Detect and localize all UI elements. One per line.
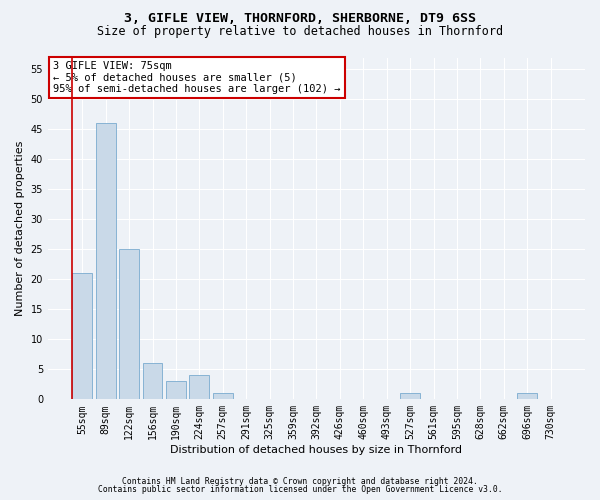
- Text: Contains public sector information licensed under the Open Government Licence v3: Contains public sector information licen…: [98, 485, 502, 494]
- Bar: [517, 394, 537, 400]
- X-axis label: Distribution of detached houses by size in Thornford: Distribution of detached houses by size …: [170, 445, 463, 455]
- Text: Contains HM Land Registry data © Crown copyright and database right 2024.: Contains HM Land Registry data © Crown c…: [122, 477, 478, 486]
- Bar: [166, 382, 186, 400]
- Bar: [143, 364, 163, 400]
- Y-axis label: Number of detached properties: Number of detached properties: [15, 140, 25, 316]
- Bar: [119, 250, 139, 400]
- Bar: [96, 124, 116, 400]
- Text: 3 GIFLE VIEW: 75sqm
← 5% of detached houses are smaller (5)
95% of semi-detached: 3 GIFLE VIEW: 75sqm ← 5% of detached hou…: [53, 61, 341, 94]
- Text: Size of property relative to detached houses in Thornford: Size of property relative to detached ho…: [97, 25, 503, 38]
- Text: 3, GIFLE VIEW, THORNFORD, SHERBORNE, DT9 6SS: 3, GIFLE VIEW, THORNFORD, SHERBORNE, DT9…: [124, 12, 476, 26]
- Bar: [190, 376, 209, 400]
- Bar: [73, 274, 92, 400]
- Bar: [400, 394, 420, 400]
- Bar: [213, 394, 233, 400]
